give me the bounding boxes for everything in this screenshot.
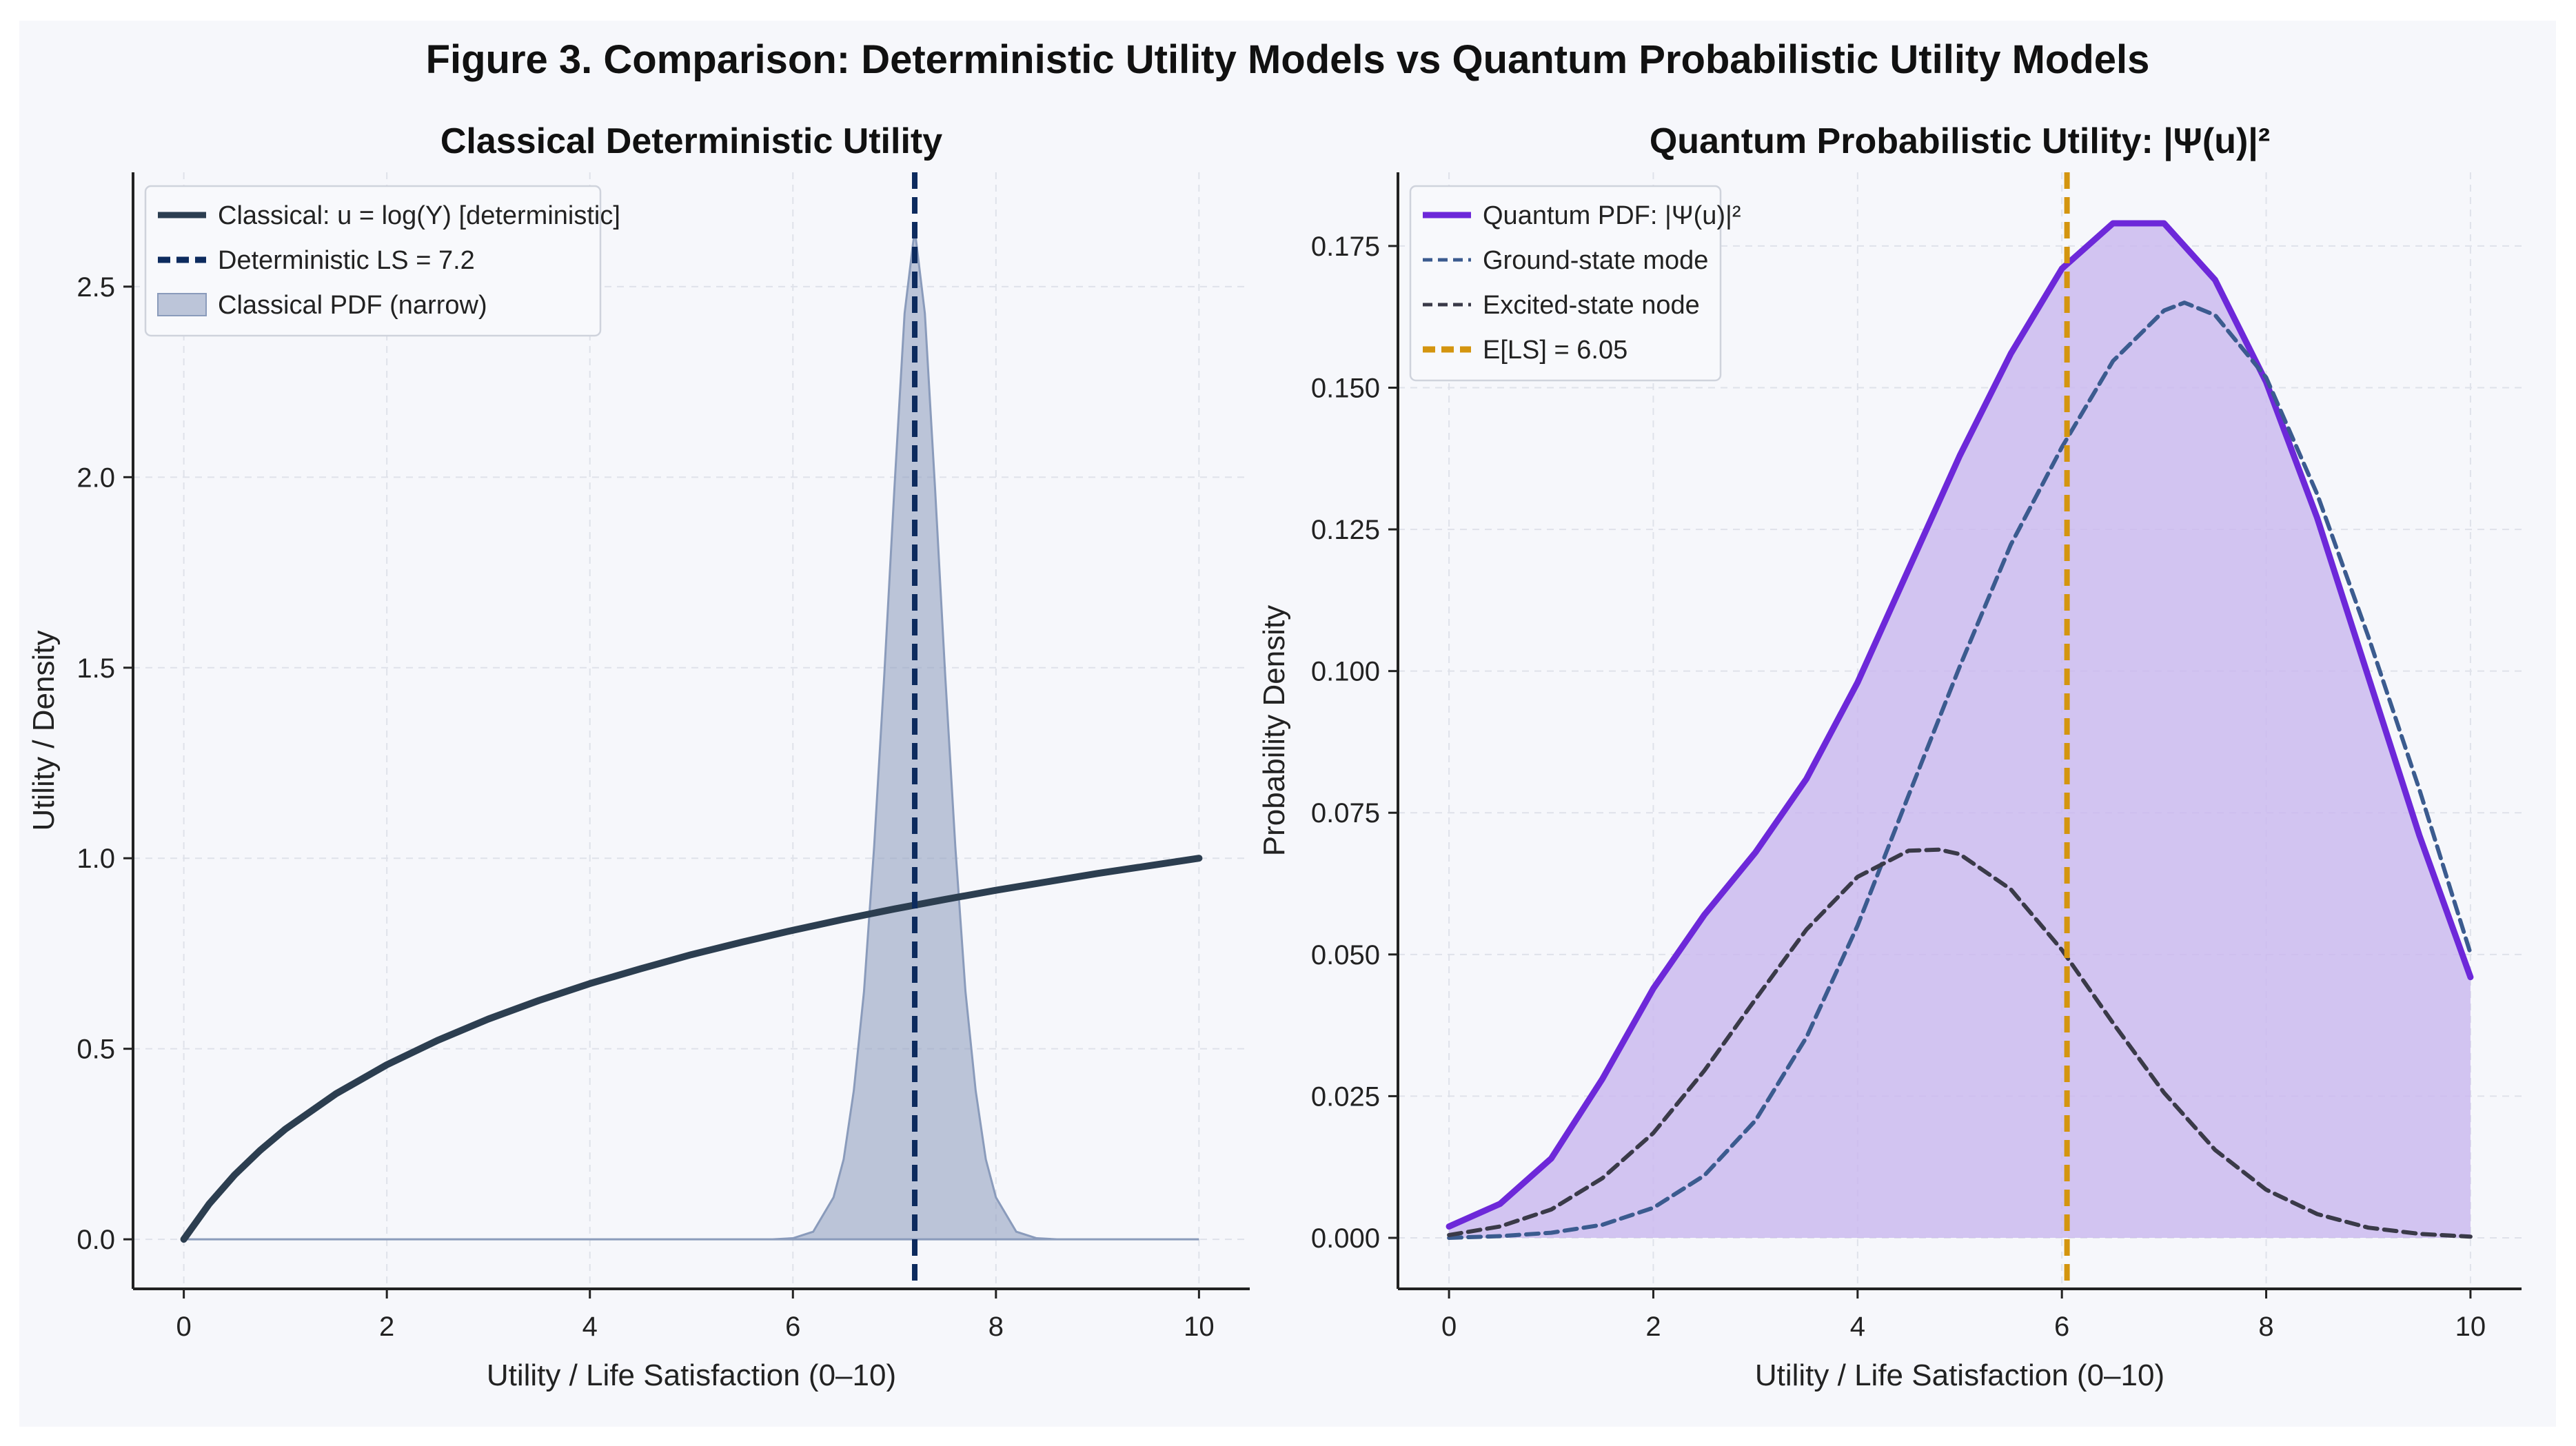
panel-title: Quantum Probabilistic Utility: |Ψ(u)|² <box>1650 121 2270 161</box>
x-tick-label: 0 <box>176 1312 192 1342</box>
y-tick-label: 1.0 <box>77 844 115 874</box>
figure-title: Figure 3. Comparison: Deterministic Util… <box>426 37 2150 82</box>
legend-label: E[LS] = 6.05 <box>1483 336 1627 365</box>
x-tick-label: 4 <box>582 1312 598 1342</box>
y-tick-label: 0.0 <box>77 1225 115 1255</box>
panel-title: Classical Deterministic Utility <box>440 121 942 161</box>
legend-label: Excited-state node <box>1483 291 1700 320</box>
legend-item: Classical: u = log(Y) [deterministic] <box>158 201 620 230</box>
x-tick-label: 2 <box>379 1312 394 1342</box>
series-group <box>180 172 1203 1289</box>
right-panel-quantum: 0 2 4 6 8 10 0.000 0.025 0.050 0.075 0.100 0.125 0.1… <box>1257 121 2522 1392</box>
legend-item: Excited-state node <box>1423 291 1700 320</box>
legend-box <box>144 185 602 337</box>
y-axis-label: Probability Density <box>1257 605 1291 856</box>
x-tick-label: 8 <box>988 1312 1004 1342</box>
x-tick-label: 4 <box>1850 1312 1865 1342</box>
left-panel-classical: 0 2 4 6 8 10 0.0 0.5 1.0 1.5 2.0 2.5 Utility / Life … <box>27 121 1250 1392</box>
series-1-1-dashed-line <box>1447 301 2473 1240</box>
y-tick-label: 0.100 <box>1311 657 1380 687</box>
y-tick-label: 0.075 <box>1311 798 1380 828</box>
classical-pdf-area <box>183 229 1199 1241</box>
legend-item: E[LS] = 6.05 <box>1423 336 1627 365</box>
x-tick-label: 6 <box>2054 1312 2069 1342</box>
y-tick-label: 1.5 <box>77 653 115 684</box>
legend-label: Ground-state mode <box>1483 246 1708 275</box>
y-tick-label: 0.150 <box>1311 373 1380 403</box>
quantum-pdf-area <box>1449 223 2471 1238</box>
x-tick-label: 2 <box>1645 1312 1661 1342</box>
x-tick-label: 8 <box>2258 1312 2273 1342</box>
legend: Classical: u = log(Y) [deterministic] Det… <box>144 185 620 337</box>
legend-label: Classical: u = log(Y) [deterministic] <box>218 201 620 230</box>
x-tick-label: 10 <box>1184 1312 1215 1342</box>
series-1-2-dashed-line <box>1447 847 2473 1239</box>
legend-item: Ground-state mode <box>1423 246 1708 275</box>
y-tick-label: 0.175 <box>1311 232 1380 262</box>
quantum-pdf-line <box>1446 220 2474 1230</box>
legend-swatch <box>157 293 207 316</box>
legend-label: Quantum PDF: |Ψ(u)|² <box>1483 201 1741 230</box>
classical-utility-line <box>180 855 1203 1243</box>
y-tick-label: 2.5 <box>77 272 115 303</box>
y-tick-label: 2.0 <box>77 462 115 493</box>
y-tick-label: 0.125 <box>1311 515 1380 545</box>
legend-box <box>1409 185 1722 382</box>
legend-item: Classical PDF (narrow) <box>157 291 487 320</box>
y-tick-label: 0.000 <box>1311 1223 1380 1254</box>
legend-item: Quantum PDF: |Ψ(u)|² <box>1423 201 1741 230</box>
x-tick-label: 10 <box>2455 1312 2486 1342</box>
y-tick-label: 0.050 <box>1311 940 1380 970</box>
y-tick-label: 0.5 <box>77 1035 115 1065</box>
legend: Quantum PDF: |Ψ(u)|² Ground-state mode Exc… <box>1409 185 1741 382</box>
legend-label: Classical PDF (narrow) <box>218 291 487 320</box>
y-tick-label: 0.025 <box>1311 1081 1380 1112</box>
series-group <box>1446 172 2474 1289</box>
x-tick-label: 0 <box>1441 1312 1457 1342</box>
figure-canvas: Figure 3. Comparison: Deterministic Util… <box>27 37 2522 1392</box>
y-axis-label: Utility / Density <box>27 631 61 831</box>
legend-item: Deterministic LS = 7.2 <box>158 246 475 275</box>
legend-label: Deterministic LS = 7.2 <box>218 246 475 275</box>
x-axis-label: Utility / Life Satisfaction (0–10) <box>487 1358 896 1392</box>
x-axis-label: Utility / Life Satisfaction (0–10) <box>1755 1358 2164 1392</box>
x-tick-label: 6 <box>785 1312 800 1342</box>
figure: Figure 3. Comparison: Deterministic Util… <box>19 21 2556 1427</box>
